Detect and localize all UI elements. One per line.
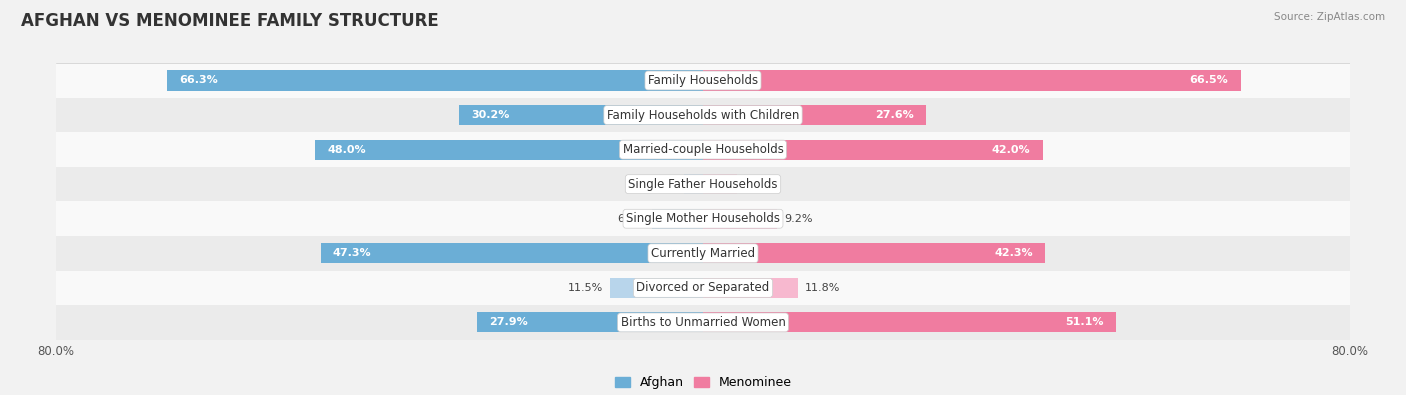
Bar [703,312,1116,333]
Text: 4.2%: 4.2% [744,179,772,189]
Text: Births to Unmarried Women: Births to Unmarried Women [620,316,786,329]
Bar [56,63,1350,98]
Bar [703,209,778,229]
Text: Source: ZipAtlas.com: Source: ZipAtlas.com [1274,12,1385,22]
Text: 2.3%: 2.3% [650,179,678,189]
Bar [167,70,703,90]
Text: 30.2%: 30.2% [471,110,509,120]
Bar [56,167,1350,201]
Bar [703,139,1043,160]
Text: 9.2%: 9.2% [785,214,813,224]
Bar [703,105,927,125]
Text: 51.1%: 51.1% [1066,318,1104,327]
Bar [685,174,703,194]
Legend: Afghan, Menominee: Afghan, Menominee [609,371,797,394]
Text: 27.6%: 27.6% [876,110,914,120]
Text: 66.3%: 66.3% [179,75,218,85]
Text: AFGHAN VS MENOMINEE FAMILY STRUCTURE: AFGHAN VS MENOMINEE FAMILY STRUCTURE [21,12,439,30]
Text: 27.9%: 27.9% [489,318,529,327]
Bar [56,236,1350,271]
Text: Single Father Households: Single Father Households [628,178,778,191]
Text: 11.8%: 11.8% [804,283,841,293]
Bar [321,243,703,263]
Bar [703,70,1240,90]
Text: Single Mother Households: Single Mother Households [626,212,780,225]
Bar [703,243,1045,263]
Bar [610,278,703,298]
Bar [56,132,1350,167]
Bar [56,98,1350,132]
Text: Family Households: Family Households [648,74,758,87]
Bar [703,278,799,298]
Text: Divorced or Separated: Divorced or Separated [637,281,769,294]
Text: 11.5%: 11.5% [568,283,603,293]
Text: Family Households with Children: Family Households with Children [607,109,799,122]
Text: Married-couple Households: Married-couple Households [623,143,783,156]
Text: 42.3%: 42.3% [994,248,1033,258]
Text: 6.3%: 6.3% [617,214,645,224]
Text: 48.0%: 48.0% [328,145,366,154]
Bar [56,201,1350,236]
Text: Currently Married: Currently Married [651,247,755,260]
Text: 42.0%: 42.0% [991,145,1031,154]
Bar [315,139,703,160]
Bar [56,271,1350,305]
Bar [56,305,1350,340]
Bar [458,105,703,125]
Text: 66.5%: 66.5% [1189,75,1229,85]
Text: 47.3%: 47.3% [333,248,371,258]
Bar [703,174,737,194]
Bar [652,209,703,229]
Bar [478,312,703,333]
